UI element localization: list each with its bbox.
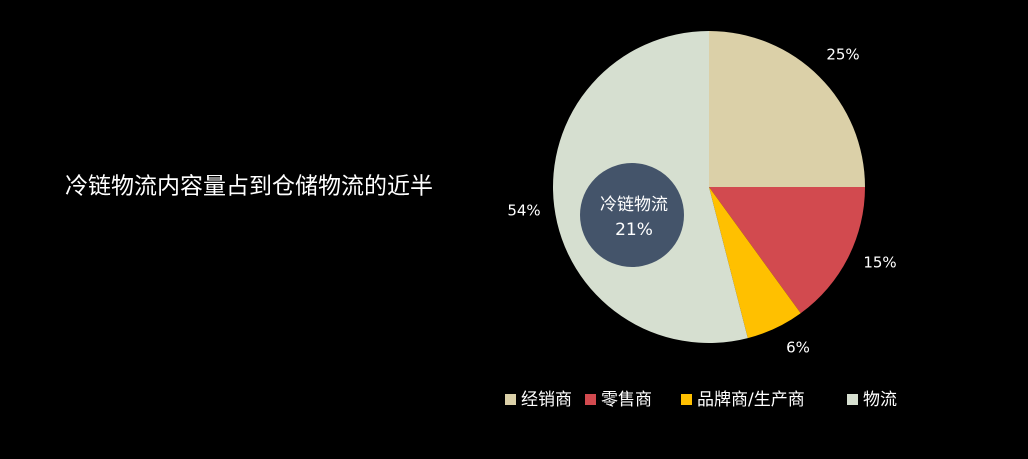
legend-marker — [585, 394, 596, 405]
data-label: 25% — [826, 46, 859, 64]
annotation-text: 冷链物流 — [600, 195, 668, 215]
legend-marker — [681, 394, 692, 405]
pie-slice — [709, 187, 801, 339]
pie-slice — [709, 31, 865, 187]
headline: 冷链物流内容量占到仓储物流的近半 — [65, 174, 433, 200]
data-label: 54% — [507, 202, 540, 220]
legend-label: 零售商 — [601, 390, 652, 410]
data-label: 6% — [786, 339, 810, 357]
pie-slice — [709, 187, 865, 314]
legend-label: 品牌商/生产商 — [697, 390, 805, 410]
annotation-value: 21% — [615, 220, 653, 240]
legend-marker — [505, 394, 516, 405]
annotation-circle — [580, 163, 684, 267]
legend-label: 物流 — [863, 390, 897, 410]
data-label: 15% — [863, 254, 896, 272]
legend-marker — [847, 394, 858, 405]
legend-label: 经销商 — [521, 390, 572, 410]
